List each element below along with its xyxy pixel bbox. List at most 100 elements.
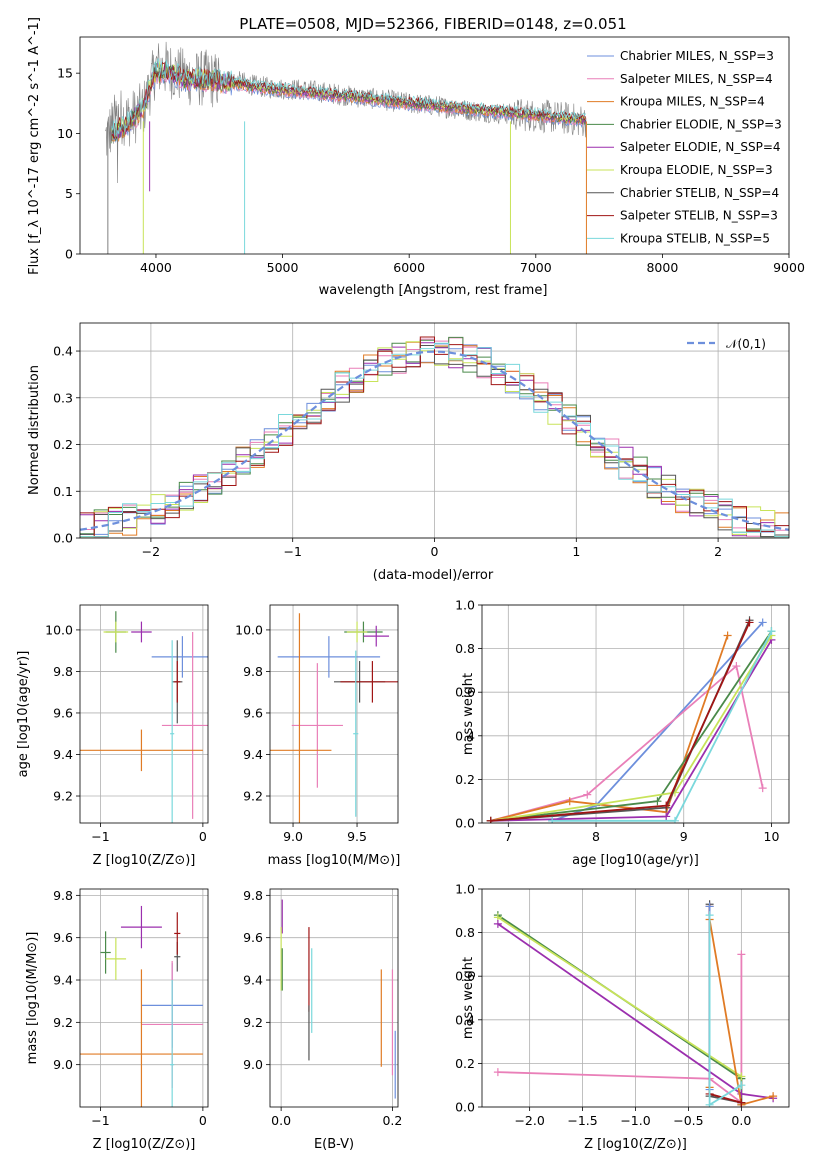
axes-frame <box>481 888 790 1108</box>
y-tick-label: 9.6 <box>243 930 263 945</box>
y-tick-label: 0 <box>65 247 73 262</box>
plus-marker <box>486 816 495 823</box>
x-axis-label: mass [log10(M/M⊙)] <box>268 853 401 868</box>
x-tick-label: 9.5 <box>347 829 367 844</box>
y-tick-label: 9.6 <box>243 705 263 720</box>
x-axis-label: wavelength [Angstrom, rest frame] <box>319 283 548 298</box>
y-axis-label: Flux [f_λ 10^-17 erg cm^-2 s^-1 A^-1] <box>27 17 42 275</box>
y-tick-label: 9.6 <box>53 930 73 945</box>
legend-label: Kroupa STELIB, N_SSP=5 <box>620 231 770 245</box>
x-axis-label: age [log10(age/yr)] <box>572 853 699 868</box>
y-tick-label: 0.0 <box>455 1100 475 1115</box>
y-tick-label: 0.0 <box>53 531 73 546</box>
axes-frame <box>269 604 399 824</box>
y-tick-label: 0.2 <box>455 1056 475 1071</box>
x-tick-label: −1 <box>283 544 301 559</box>
x-axis-label: (data-model)/error <box>373 568 494 583</box>
legend-label: Salpeter ELODIE, N_SSP=4 <box>620 140 781 154</box>
panel-6 <box>266 889 398 1111</box>
y-tick-label: 0.1 <box>53 484 73 499</box>
x-tick-label: −1.5 <box>567 1113 597 1128</box>
legend-label: Salpeter MILES, N_SSP=4 <box>620 72 773 86</box>
plus-marker <box>737 1072 746 1081</box>
spectrum-plot <box>105 41 587 254</box>
y-tick-label: 0.4 <box>455 728 475 743</box>
y-tick-label: 10.0 <box>235 622 263 637</box>
x-tick-label: −1.0 <box>620 1113 650 1128</box>
x-tick-label: 9000 <box>773 260 805 275</box>
plus-marker <box>732 662 741 671</box>
errorbar-plot <box>80 611 208 823</box>
x-axis-label: Z [log10(Z/Z⊙)] <box>93 1137 196 1152</box>
y-tick-label: 9.6 <box>53 705 73 720</box>
x-tick-label: 5000 <box>267 260 299 275</box>
x-tick-label: 0 <box>199 1113 207 1128</box>
x-tick-label: 7000 <box>520 260 552 275</box>
y-tick-label: 0.4 <box>53 344 73 359</box>
legend-label: Kroupa ELODIE, N_SSP=3 <box>620 163 773 177</box>
x-tick-label: 0.2 <box>382 1113 402 1128</box>
panel-2 <box>76 605 208 827</box>
plus-marker <box>583 790 592 799</box>
x-tick-label: 6000 <box>393 260 425 275</box>
y-tick-label: 10.0 <box>45 622 73 637</box>
panel-5 <box>76 889 208 1111</box>
x-tick-label: 9 <box>680 829 688 844</box>
plus-marker <box>769 1092 778 1101</box>
mass-weight-line-0 <box>551 621 764 822</box>
y-tick-label: 0.0 <box>455 816 475 831</box>
plus-marker <box>758 784 767 793</box>
mass-weight-line-8 <box>552 630 773 822</box>
axes-frame <box>481 604 790 824</box>
plus-marker <box>737 950 746 959</box>
x-tick-label: −0.5 <box>673 1113 703 1128</box>
y-tick-label: 9.4 <box>243 973 263 988</box>
axes-frame <box>79 36 790 255</box>
x-tick-label: 2 <box>714 544 722 559</box>
y-tick-label: 9.2 <box>243 789 263 804</box>
y-tick-label: 9.8 <box>243 888 263 903</box>
errorbar-plot <box>270 613 398 823</box>
y-tick-label: 0.8 <box>455 641 475 656</box>
model-line-7 <box>111 61 587 139</box>
mass-weight-line-2 <box>497 916 742 1078</box>
x-tick-label: −2.0 <box>514 1113 544 1128</box>
x-tick-label: −1 <box>91 1113 109 1128</box>
mass-weight-line-5 <box>490 635 773 822</box>
x-tick-label: 0.0 <box>271 1113 291 1128</box>
model-line-8 <box>111 58 587 137</box>
axes-frame <box>79 888 209 1108</box>
x-tick-label: 0.0 <box>731 1113 751 1128</box>
x-tick-label: 8000 <box>646 260 678 275</box>
x-tick-label: −2 <box>142 544 160 559</box>
x-tick-label: 8 <box>592 829 600 844</box>
y-tick-label: 0.6 <box>455 969 475 984</box>
plus-marker <box>745 618 754 627</box>
model-line-4 <box>111 62 587 141</box>
histogram-step-8 <box>80 342 789 538</box>
x-tick-label: 10 <box>764 829 780 844</box>
legend-label: Salpeter STELIB, N_SSP=3 <box>620 209 778 223</box>
y-tick-label: 9.0 <box>53 1057 73 1072</box>
y-tick-label: 0.2 <box>455 772 475 787</box>
plus-marker <box>493 919 502 928</box>
legend-label: Kroupa MILES, N_SSP=4 <box>620 95 765 109</box>
y-tick-label: 9.4 <box>53 973 73 988</box>
y-tick-label: 9.2 <box>53 1015 73 1030</box>
panel-3 <box>266 605 398 827</box>
mass-weight-line-0 <box>497 954 743 1105</box>
y-axis-label: age [log10(age/yr)] <box>16 651 31 778</box>
x-axis-label: E(B-V) <box>314 1137 354 1152</box>
gaussian-curve <box>80 350 789 531</box>
plus-marker <box>767 627 776 636</box>
axes-frame <box>269 888 399 1108</box>
plus-marker <box>653 797 662 806</box>
errorbar-plot <box>280 899 396 1099</box>
plus-marker <box>493 1068 502 1077</box>
y-axis-label: mass [log10(M/M⊙)] <box>25 932 40 1065</box>
y-tick-label: 9.8 <box>243 664 263 679</box>
y-tick-label: 9.4 <box>53 747 73 762</box>
mass-weight-plot <box>493 900 778 1107</box>
axes-frame <box>79 322 790 539</box>
